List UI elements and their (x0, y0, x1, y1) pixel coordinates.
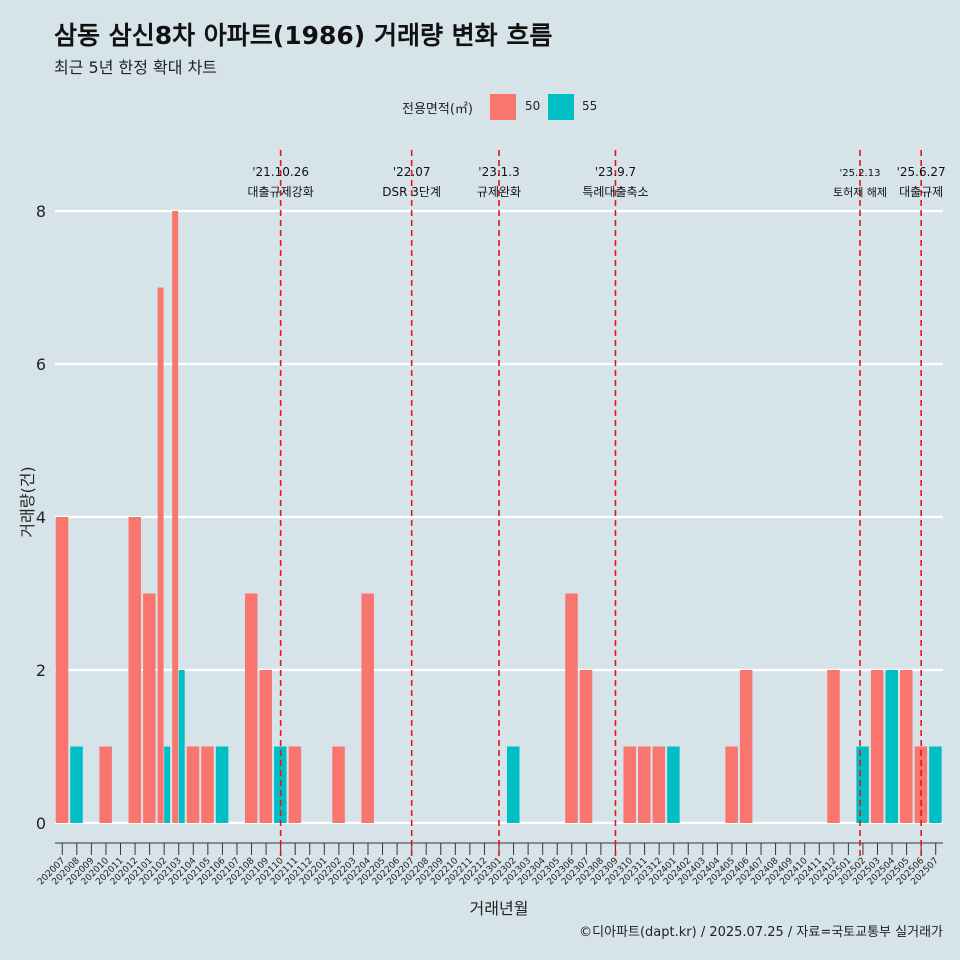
bar (157, 287, 164, 823)
bar (638, 746, 651, 823)
event-label: 대출규제강화 (248, 185, 314, 199)
bar (827, 670, 840, 823)
y-axis-title: 거래량(건) (18, 466, 37, 537)
legend-label-55: 55 (582, 99, 598, 113)
bar (259, 670, 273, 823)
event-date-label: '21.10.26 (252, 165, 309, 179)
bar (739, 670, 753, 823)
bar (215, 746, 229, 823)
bar (667, 746, 680, 823)
legend-title: 전용면적(㎡) (402, 102, 473, 117)
event-label: DSR 3단계 (382, 185, 441, 199)
bar (929, 746, 942, 823)
event-date-label: '23.1.3 (478, 165, 519, 179)
chart-title: 삼동 삼신8차 아파트(1986) 거래량 변화 흐름 (54, 21, 553, 50)
bar (244, 593, 258, 823)
legend: 전용면적(㎡) 50 55 (0, 92, 960, 122)
bar (55, 517, 69, 823)
bar (856, 746, 869, 823)
bar (885, 670, 898, 823)
event-date-label: '25.2.13 (840, 168, 881, 179)
bar (870, 670, 884, 823)
y-tick-label: 8 (36, 202, 46, 221)
event-date-label: '25.6.27 (897, 165, 946, 179)
bar (565, 593, 578, 823)
bar (178, 670, 185, 823)
bar (70, 746, 83, 823)
bar (507, 746, 520, 823)
bar (332, 746, 345, 823)
source-note: ©디아파트(dapt.kr) / 2025.07.25 / 자료=국토교통부 실… (579, 925, 943, 940)
bar (172, 211, 179, 823)
event-label: 토허제 해제 (833, 185, 887, 199)
y-tick-label: 2 (36, 661, 46, 680)
bar (128, 517, 142, 823)
bar (652, 746, 666, 823)
bar (900, 670, 913, 823)
event-label: 특례대출축소 (582, 185, 648, 199)
bar (579, 670, 593, 823)
bar (201, 746, 214, 823)
bar (725, 746, 738, 823)
bar (164, 746, 171, 823)
bar (361, 593, 374, 823)
event-label: 규제완화 (477, 185, 521, 199)
bar (99, 746, 112, 823)
x-axis-title: 거래년월 (470, 899, 529, 918)
bar (186, 746, 200, 823)
event-date-label: '22.07 (393, 165, 431, 179)
legend-key-50 (490, 94, 516, 120)
event-date-label: '23.9.7 (595, 165, 636, 179)
legend-label-50: 50 (525, 99, 541, 113)
bar (288, 746, 302, 823)
bar (143, 593, 156, 823)
event-label: 대출규제 (899, 185, 943, 199)
chart-subtitle: 최근 5년 한정 확대 차트 (54, 58, 218, 77)
legend-key-55 (548, 94, 574, 120)
y-tick-label: 6 (36, 355, 46, 374)
bar (623, 746, 636, 823)
y-tick-label: 4 (36, 508, 46, 527)
y-tick-label: 0 (36, 814, 46, 833)
